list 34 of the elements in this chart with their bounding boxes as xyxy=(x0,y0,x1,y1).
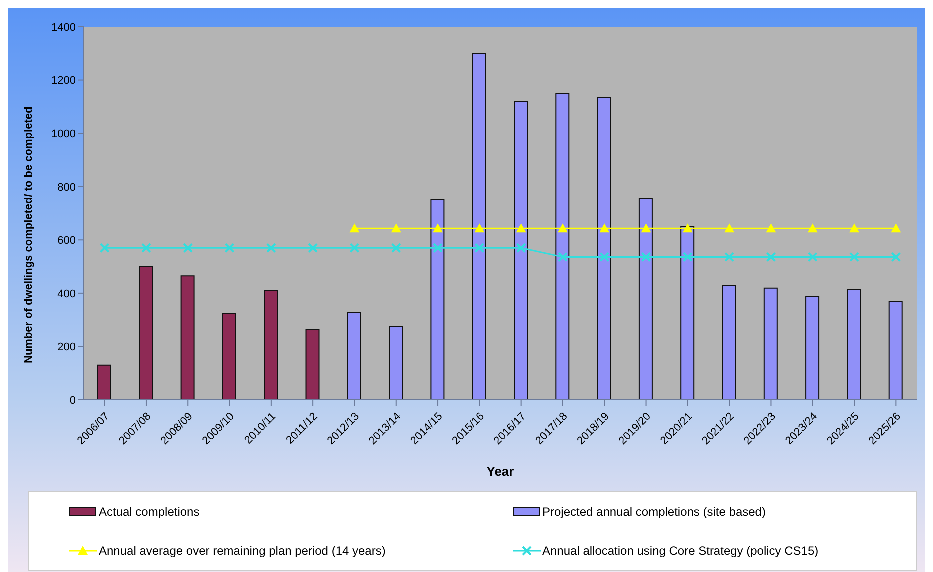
bar xyxy=(638,198,653,400)
legend-label: Annual allocation using Core Strategy (policy CS15) xyxy=(542,544,819,558)
bar xyxy=(430,199,445,400)
bar xyxy=(222,313,236,400)
y-tick-label: 400 xyxy=(58,288,76,300)
bar xyxy=(180,276,195,400)
bar xyxy=(888,301,903,400)
y-tick-label: 200 xyxy=(58,342,76,354)
x-axis-title: Year xyxy=(486,464,514,479)
y-tick-label: 1200 xyxy=(52,75,76,88)
bar xyxy=(806,296,820,400)
bar xyxy=(389,326,404,400)
y-tick-label: 0 xyxy=(70,394,76,407)
bar xyxy=(597,97,612,400)
bar xyxy=(847,289,862,400)
bar xyxy=(139,266,154,400)
y-tick-label: 1400 xyxy=(52,22,76,34)
bar xyxy=(264,290,278,400)
legend-label: Projected annual completions (site based) xyxy=(542,504,766,518)
bar xyxy=(306,329,320,400)
y-tick-label: 600 xyxy=(58,235,76,248)
legend-label: Actual completions xyxy=(99,504,200,518)
bar xyxy=(514,101,528,400)
bar xyxy=(722,285,736,400)
bar xyxy=(472,53,486,400)
bar xyxy=(556,93,570,400)
bar xyxy=(680,226,695,400)
y-tick-label: 800 xyxy=(58,182,76,194)
bar xyxy=(98,364,112,400)
bar xyxy=(764,288,778,400)
y-axis-title: Number of dwellings completed/ to be completed xyxy=(22,106,35,364)
legend-label: Annual average over remaining plan period (14 years) xyxy=(99,544,386,558)
bar xyxy=(347,312,362,400)
y-tick-label: 1000 xyxy=(52,128,76,140)
